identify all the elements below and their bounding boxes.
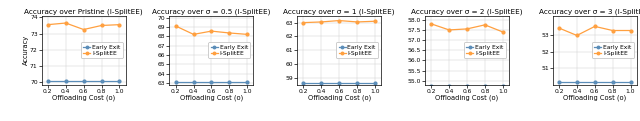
- I-SplitEE: [445, 29, 453, 31]
- X-axis label: Offloading Cost (o): Offloading Cost (o): [563, 95, 627, 102]
- Title: Accuracy over σ = 1 (I-SplitEE): Accuracy over σ = 1 (I-SplitEE): [284, 9, 395, 15]
- I-SplitEE: [62, 22, 70, 24]
- Y-axis label: Accuracy: Accuracy: [22, 35, 29, 65]
- I-SplitEE: [116, 24, 124, 25]
- I-SplitEE: [353, 21, 361, 23]
- Early Exit: [62, 81, 70, 82]
- Early Exit: [371, 82, 379, 83]
- I-SplitEE: [243, 34, 251, 35]
- I-SplitEE: [317, 21, 325, 23]
- Line: I-SplitEE: I-SplitEE: [174, 25, 248, 36]
- I-SplitEE: [627, 30, 634, 31]
- X-axis label: Offloading Cost (o): Offloading Cost (o): [308, 95, 371, 102]
- Early Exit: [243, 82, 251, 83]
- Early Exit: [98, 81, 106, 82]
- Early Exit: [172, 82, 179, 83]
- Legend: Early Exit, I-SplitEE: Early Exit, I-SplitEE: [592, 42, 634, 58]
- I-SplitEE: [499, 31, 507, 33]
- Legend: Early Exit, I-SplitEE: Early Exit, I-SplitEE: [81, 42, 123, 58]
- X-axis label: Offloading Cost (o): Offloading Cost (o): [435, 95, 499, 102]
- Early Exit: [463, 85, 471, 86]
- Early Exit: [353, 82, 361, 83]
- Early Exit: [591, 82, 598, 83]
- Title: Accuracy over σ = 0.5 (I-SplitEE): Accuracy over σ = 0.5 (I-SplitEE): [152, 9, 271, 15]
- I-SplitEE: [428, 23, 435, 25]
- I-SplitEE: [591, 26, 598, 27]
- I-SplitEE: [98, 25, 106, 26]
- I-SplitEE: [172, 25, 179, 27]
- Early Exit: [573, 82, 580, 83]
- Early Exit: [317, 82, 325, 83]
- I-SplitEE: [189, 34, 197, 35]
- I-SplitEE: [300, 22, 307, 23]
- Early Exit: [555, 82, 563, 83]
- I-SplitEE: [207, 30, 215, 32]
- Early Exit: [445, 85, 453, 86]
- I-SplitEE: [225, 32, 233, 34]
- Early Exit: [116, 81, 124, 82]
- X-axis label: Offloading Cost (o): Offloading Cost (o): [180, 95, 243, 102]
- Line: Early Exit: Early Exit: [174, 81, 248, 84]
- Early Exit: [207, 82, 215, 83]
- Legend: Early Exit, I-SplitEE: Early Exit, I-SplitEE: [464, 42, 506, 58]
- Line: Early Exit: Early Exit: [557, 81, 632, 84]
- Early Exit: [335, 82, 343, 83]
- Early Exit: [189, 82, 197, 83]
- Early Exit: [225, 82, 233, 83]
- I-SplitEE: [371, 21, 379, 22]
- Line: Early Exit: Early Exit: [302, 81, 376, 84]
- I-SplitEE: [44, 24, 52, 25]
- Title: Accuracy over σ = 3 (I-SplitEE): Accuracy over σ = 3 (I-SplitEE): [539, 9, 640, 15]
- Early Exit: [428, 85, 435, 86]
- Early Exit: [44, 81, 52, 82]
- I-SplitEE: [481, 24, 489, 26]
- Line: Early Exit: Early Exit: [47, 80, 121, 83]
- Early Exit: [300, 82, 307, 83]
- Line: I-SplitEE: I-SplitEE: [430, 23, 504, 33]
- Line: I-SplitEE: I-SplitEE: [557, 25, 632, 37]
- Early Exit: [627, 82, 634, 83]
- Legend: Early Exit, I-SplitEE: Early Exit, I-SplitEE: [336, 42, 378, 58]
- Title: Accuracy over Pristine (I-SplitEE): Accuracy over Pristine (I-SplitEE): [24, 9, 143, 15]
- Early Exit: [609, 82, 616, 83]
- Early Exit: [80, 81, 88, 82]
- Early Exit: [499, 85, 507, 86]
- Line: I-SplitEE: I-SplitEE: [302, 19, 376, 24]
- I-SplitEE: [80, 29, 88, 30]
- Early Exit: [481, 85, 489, 86]
- I-SplitEE: [573, 35, 580, 36]
- X-axis label: Offloading Cost (o): Offloading Cost (o): [52, 95, 115, 102]
- Title: Accuracy over σ = 2 (I-SplitEE): Accuracy over σ = 2 (I-SplitEE): [412, 9, 523, 15]
- I-SplitEE: [555, 27, 563, 29]
- Legend: Early Exit, I-SplitEE: Early Exit, I-SplitEE: [209, 42, 250, 58]
- Line: Early Exit: Early Exit: [430, 84, 504, 87]
- I-SplitEE: [463, 28, 471, 30]
- I-SplitEE: [609, 30, 616, 31]
- Line: I-SplitEE: I-SplitEE: [47, 22, 121, 31]
- I-SplitEE: [335, 20, 343, 21]
